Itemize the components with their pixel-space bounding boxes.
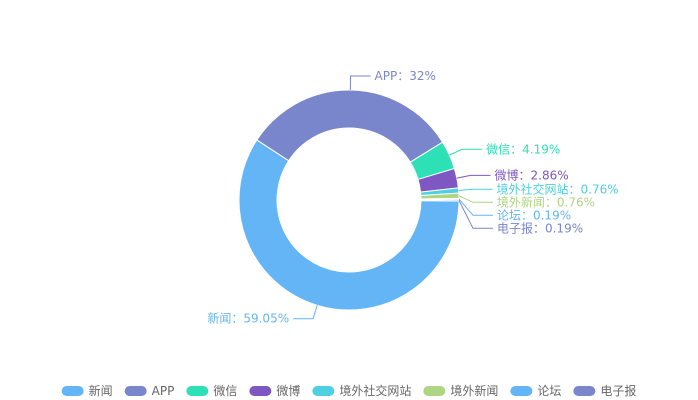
legend-item-7[interactable]: 电子报: [573, 383, 636, 398]
legend-label-4: 境外社交网站: [339, 383, 411, 398]
legend-label-0: 新闻: [89, 383, 113, 398]
legend-swatch-4: [312, 386, 335, 396]
leader-line-2: [449, 148, 483, 156]
legend-item-1[interactable]: APP: [124, 384, 175, 398]
slice-label-0: 新闻：59.05%: [207, 311, 289, 326]
legend-swatch-1: [124, 386, 147, 396]
slice-label-4: 境外社交网站：0.76%: [497, 181, 619, 196]
slices: [238, 89, 460, 311]
slice-label-7: 电子报：0.19%: [497, 220, 583, 235]
legend-item-4[interactable]: 境外社交网站: [312, 383, 411, 398]
legend-item-0[interactable]: 新闻: [61, 383, 113, 398]
slice-label-1: APP：32%: [375, 69, 436, 83]
legend-swatch-2: [186, 386, 209, 396]
slice-labels: 新闻：59.05% APP：32% 微信：4.19% 微博：2.86%境外社交网站：0…: [207, 69, 618, 326]
legend-swatch-6: [510, 386, 533, 396]
legend-label-6: 论坛: [537, 384, 561, 398]
legend-label-2: 微信: [213, 384, 237, 398]
leader-line-1: [349, 75, 371, 91]
pie-slice-0[interactable]: [238, 139, 460, 311]
legend-swatch-3: [249, 386, 272, 396]
pie-slice-7[interactable]: [420, 199, 460, 202]
legend-label-7: 电子报: [600, 383, 636, 398]
leader-line-0: [293, 305, 318, 320]
leader-line-5: [458, 195, 493, 203]
legend-item-3[interactable]: 微博: [249, 383, 300, 398]
legend-label-1: APP: [152, 384, 175, 398]
legend-item-2[interactable]: 微信: [186, 384, 237, 398]
slice-label-2: 微信：4.19%: [486, 142, 560, 156]
slice-label-6: 论坛：0.19%: [497, 208, 571, 222]
legend: 新闻 APP 微信 微博 境外社交网站 境外新闻 论坛 电子报: [61, 383, 636, 398]
legend-label-3: 微博: [276, 383, 300, 398]
leader-line-6: [458, 198, 493, 216]
legend-swatch-5: [423, 386, 446, 396]
pie-slice-1[interactable]: [256, 89, 444, 163]
slice-label-5: 境外新闻：0.76%: [497, 194, 595, 209]
legend-item-6[interactable]: 论坛: [510, 384, 561, 398]
leader-line-3: [456, 174, 491, 179]
leader-line-4: [458, 188, 493, 192]
legend-label-5: 境外新闻: [450, 383, 498, 398]
slice-label-3: 微博：2.86%: [495, 167, 569, 182]
leader-line-7: [458, 200, 493, 229]
legend-swatch-7: [573, 386, 596, 396]
legend-swatch-0: [61, 386, 84, 396]
legend-item-5[interactable]: 境外新闻: [423, 383, 498, 398]
